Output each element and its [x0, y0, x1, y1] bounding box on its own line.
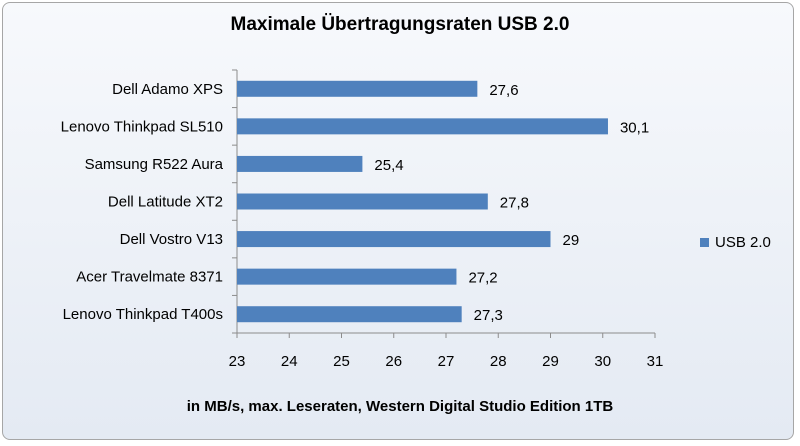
- category-label: Acer Travelmate 8371: [76, 269, 223, 286]
- bar: [237, 118, 608, 135]
- bar: [237, 155, 363, 172]
- x-tick-label: 30: [594, 353, 611, 370]
- category-label: Samsung R522 Aura: [85, 156, 224, 173]
- bar: [237, 306, 462, 323]
- x-tick-label: 25: [333, 353, 350, 370]
- chart-title: Maximale Übertragungsraten USB 2.0: [230, 14, 570, 35]
- x-tick-label: 26: [385, 353, 402, 370]
- x-tick-label: 27: [438, 353, 455, 370]
- data-label: 27,2: [468, 270, 497, 287]
- legend-swatch: [700, 238, 709, 247]
- bar: [237, 193, 488, 210]
- category-label: Dell Adamo XPS: [112, 81, 223, 98]
- bar: [237, 80, 478, 97]
- x-tick-label: 23: [229, 353, 246, 370]
- chart-frame: [2, 2, 794, 440]
- data-label: 25,4: [374, 157, 403, 174]
- x-axis-label: in MB/s, max. Leseraten, Western Digital…: [186, 398, 614, 415]
- bar: [237, 231, 551, 248]
- data-label: 27,3: [474, 307, 503, 324]
- x-tick-label: 31: [647, 353, 664, 370]
- category-label: Lenovo Thinkpad T400s: [63, 306, 223, 323]
- x-tick-label: 24: [281, 353, 298, 370]
- bar: [237, 268, 457, 285]
- x-tick-label: 29: [542, 353, 559, 370]
- legend-label: USB 2.0: [715, 234, 771, 251]
- category-label: Lenovo Thinkpad SL510: [61, 118, 223, 135]
- x-tick-label: 28: [490, 353, 507, 370]
- data-label: 27,6: [489, 82, 518, 99]
- category-label: Dell Latitude XT2: [108, 194, 223, 211]
- data-label: 27,8: [500, 195, 529, 212]
- data-label: 29: [563, 232, 580, 249]
- data-label: 30,1: [620, 119, 649, 136]
- category-label: Dell Vostro V13: [120, 231, 223, 248]
- legend: USB 2.0: [700, 234, 771, 251]
